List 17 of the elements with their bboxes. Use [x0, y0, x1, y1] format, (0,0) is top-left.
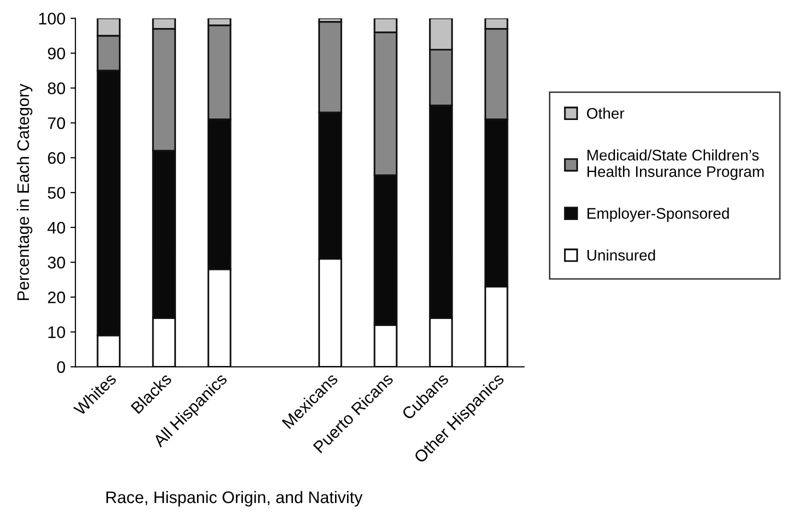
y-tick-label: 50 — [48, 186, 66, 199]
y-tick-label: 60 — [48, 152, 66, 164]
y-axis-title: Percentage in Each Category — [16, 84, 32, 300]
legend-label: Employer-Sponsored — [588, 208, 729, 222]
legend-label: Medicaid/State Children’s Health Insurance Program — [588, 149, 764, 180]
y-tick-label: 80 — [48, 82, 66, 94]
legend-label: Other — [587, 108, 624, 119]
legend-label: Uninsured — [587, 249, 655, 261]
x-axis-title: Race, Hispanic Origin, and Nativity — [106, 490, 363, 506]
y-tick-label: 40 — [48, 222, 66, 234]
y-tick-label: 90 — [48, 48, 66, 60]
y-tick-label: 100 — [39, 12, 66, 25]
y-tick-label: 10 — [48, 326, 66, 338]
y-tick-label: 0 — [57, 361, 66, 374]
y-tick-label: 20 — [48, 292, 66, 304]
y-tick-label: 30 — [48, 256, 66, 268]
y-tick-label: 70 — [48, 117, 66, 130]
